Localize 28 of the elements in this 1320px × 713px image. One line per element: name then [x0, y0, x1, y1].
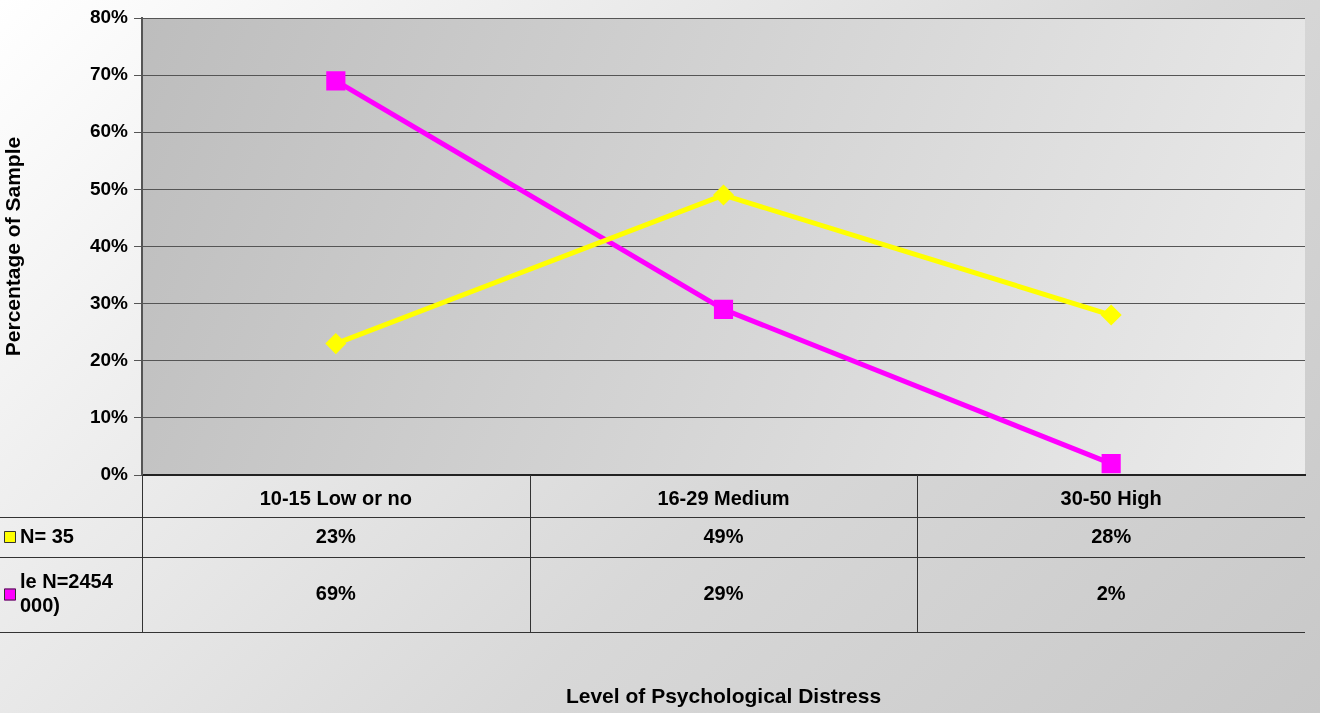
y-tick-label: 60% — [89, 120, 129, 142]
data-label: 2% — [1096, 582, 1126, 605]
legend-label: le N=2454 000) — [20, 570, 114, 617]
y-tick-label: 50% — [89, 177, 129, 199]
point — [326, 71, 346, 91]
data-label: 49% — [703, 524, 744, 547]
point — [714, 185, 733, 205]
y-tick-label: 80% — [89, 6, 129, 28]
data-label: 29% — [703, 582, 744, 605]
point — [713, 299, 734, 319]
y-tick-label: 0% — [100, 463, 129, 485]
x-tick-label: 16-29 Medium — [657, 486, 790, 509]
legend-label: N= 35 — [20, 524, 74, 547]
y-tick-label: 40% — [89, 234, 129, 256]
y-tick-label: 70% — [89, 63, 129, 85]
y-axis-title: Percentage of Sample — [1, 136, 25, 357]
x-tick-label: 10-15 Low or no — [259, 486, 412, 509]
y-tick-label: 20% — [89, 348, 129, 370]
data-label: 23% — [315, 524, 357, 547]
point — [1101, 305, 1121, 325]
text: Level of Psychological Distress — [565, 683, 882, 707]
y-tick-label: 30% — [89, 291, 129, 313]
point — [326, 334, 346, 354]
data-label: 69% — [315, 582, 357, 605]
y-tick-label: 10% — [89, 406, 129, 428]
data-label: 28% — [1091, 524, 1132, 547]
x-tick-label: 30-50 High — [1060, 486, 1162, 509]
point — [1101, 454, 1121, 474]
